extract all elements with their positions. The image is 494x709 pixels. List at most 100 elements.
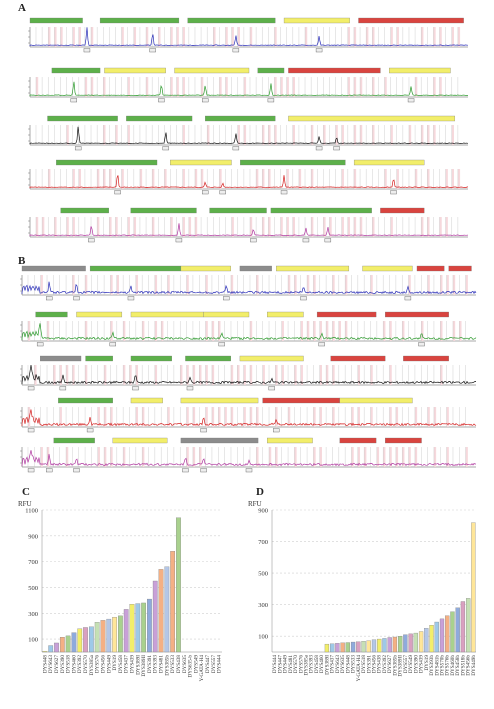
allele-bin bbox=[433, 27, 436, 47]
x-tick-label: DYS456 bbox=[100, 655, 106, 674]
allele-bin bbox=[457, 27, 461, 47]
allele-bin bbox=[275, 447, 278, 467]
allele-bin bbox=[414, 407, 418, 427]
allele-bin bbox=[345, 321, 348, 341]
allele-call-box bbox=[318, 342, 325, 347]
allele-bin bbox=[389, 321, 392, 341]
allele-bin bbox=[366, 27, 369, 47]
allele-bin bbox=[103, 77, 106, 97]
x-tick-label: DYS393 bbox=[153, 655, 159, 674]
allele-bin bbox=[332, 275, 335, 295]
allele-bin bbox=[97, 407, 100, 427]
bar bbox=[413, 632, 418, 653]
allele-bin bbox=[135, 275, 139, 295]
allele-bin bbox=[154, 365, 158, 385]
allele-bin bbox=[262, 365, 265, 385]
x-tick-label: DYS576b bbox=[445, 655, 451, 676]
x-tick-label: DYS460b bbox=[450, 655, 456, 676]
locus-marker-bar bbox=[187, 17, 276, 24]
allele-call-box bbox=[86, 428, 94, 433]
allele-bin bbox=[110, 407, 113, 427]
bar bbox=[471, 522, 476, 653]
allele-bin bbox=[72, 365, 75, 385]
allele-call-box bbox=[302, 238, 310, 243]
allele-bin bbox=[59, 407, 62, 427]
locus-marker-bar bbox=[58, 397, 113, 404]
x-tick-label: DYS518 bbox=[361, 655, 367, 674]
x-tick-label: DYS448 bbox=[42, 655, 48, 674]
allele-bin bbox=[353, 169, 357, 189]
x-tick-label: DYS385b bbox=[164, 655, 170, 676]
allele-bin bbox=[205, 275, 208, 295]
bar bbox=[455, 607, 460, 653]
x-tick-label: DYS391 bbox=[147, 655, 153, 674]
bar bbox=[392, 636, 398, 653]
x-tick-label: DYS518b bbox=[460, 655, 466, 676]
allele-bin bbox=[110, 275, 113, 295]
electropherogram-lane bbox=[28, 115, 469, 151]
allele-call-box bbox=[218, 342, 225, 347]
allele-bin bbox=[370, 407, 373, 427]
allele-bin bbox=[207, 125, 210, 145]
allele-bin bbox=[313, 275, 316, 295]
bar bbox=[324, 643, 330, 653]
allele-bin bbox=[313, 447, 316, 467]
allele-bin bbox=[323, 217, 326, 237]
allele-bin bbox=[250, 217, 253, 237]
allele-bin bbox=[211, 407, 215, 427]
allele-bin bbox=[275, 407, 278, 427]
allele-bin bbox=[357, 447, 361, 467]
allele-bin bbox=[110, 321, 113, 341]
bar bbox=[335, 643, 340, 653]
allele-bin bbox=[59, 365, 62, 385]
locus-marker-bar bbox=[170, 159, 232, 166]
allele-bin bbox=[376, 447, 380, 467]
allele-bin bbox=[395, 407, 399, 427]
allele-bin bbox=[91, 27, 94, 47]
x-tick-label: DYS481 bbox=[159, 655, 165, 674]
x-tick-label: DYS549 bbox=[193, 655, 199, 674]
allele-bin bbox=[332, 407, 335, 427]
x-tick-label: DYS447 bbox=[277, 655, 283, 674]
allele-bin bbox=[230, 365, 234, 385]
x-tick-label: DYS481 bbox=[288, 655, 294, 674]
allele-bin bbox=[72, 27, 75, 47]
y-tick-label: 500 bbox=[28, 585, 38, 592]
allele-call-box bbox=[186, 386, 194, 391]
allele-bin bbox=[237, 27, 240, 47]
allele-call-box bbox=[333, 146, 340, 151]
bar bbox=[158, 569, 164, 653]
allele-bin bbox=[182, 125, 185, 145]
allele-bin bbox=[311, 169, 314, 189]
allele-bin bbox=[225, 27, 228, 47]
allele-bin bbox=[182, 27, 185, 47]
allele-bin bbox=[205, 365, 208, 385]
allele-bin bbox=[186, 447, 189, 467]
bar bbox=[330, 643, 335, 653]
locus-marker-bar bbox=[76, 311, 123, 318]
allele-bin bbox=[360, 77, 363, 97]
allele-bin bbox=[161, 321, 164, 341]
x-tick-label: DYS570 bbox=[83, 655, 89, 674]
allele-call-box bbox=[27, 386, 35, 391]
allele-bin bbox=[372, 125, 375, 145]
x-tick-label: DYS518 bbox=[66, 655, 72, 674]
allele-bin bbox=[186, 275, 189, 295]
bar bbox=[42, 651, 48, 653]
allele-bin bbox=[194, 217, 198, 237]
x-tick-label: DYS19 bbox=[424, 655, 430, 671]
x-tick-label: DYS385a bbox=[89, 654, 95, 675]
locus-marker-bar bbox=[283, 17, 350, 24]
bar bbox=[340, 642, 345, 653]
allele-bin bbox=[40, 447, 43, 467]
bar bbox=[466, 598, 471, 653]
allele-bin bbox=[109, 217, 112, 237]
allele-bin bbox=[103, 125, 106, 145]
allele-call-box bbox=[200, 428, 207, 433]
allele-call-box bbox=[407, 98, 415, 103]
allele-bin bbox=[451, 27, 454, 47]
y-axis-label: RFU bbox=[248, 500, 262, 508]
allele-bin bbox=[319, 447, 322, 467]
allele-bin bbox=[182, 77, 185, 97]
allele-call-box bbox=[70, 98, 78, 103]
